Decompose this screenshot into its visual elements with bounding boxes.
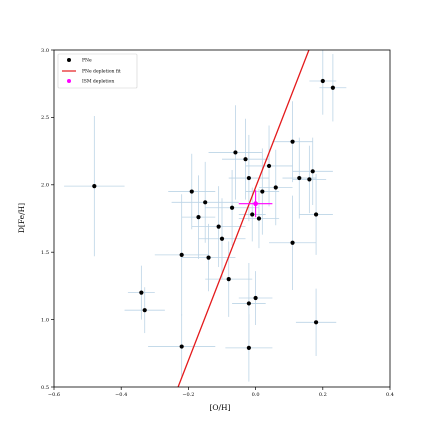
marker-layer	[92, 78, 335, 351]
pne-point-31	[320, 78, 325, 84]
x-tick-label-4: 0.2	[319, 392, 327, 398]
y-tick-label-2: 1.5	[41, 250, 49, 256]
pne-point-5	[189, 189, 194, 194]
pne-point-22	[266, 163, 272, 169]
y-tick-label-3: 2.0	[41, 183, 49, 189]
pne-point-0	[92, 184, 97, 189]
pne-point-7	[203, 200, 208, 205]
pne-point-21	[260, 189, 265, 194]
legend: PNe PNe depletion fit ISM depletion	[57, 53, 138, 89]
pne-point-1	[139, 290, 144, 295]
pne-point-6	[196, 215, 201, 220]
x-tick-label-0: −0.6	[48, 392, 60, 398]
pne-point-4	[179, 344, 184, 349]
y-tick-label-5: 3.0	[41, 48, 49, 54]
pne-point-14	[243, 157, 248, 162]
x-tick-label-1: −0.4	[115, 392, 127, 398]
pne-point-29	[313, 212, 319, 217]
pne-point-16	[246, 301, 251, 306]
axes-frame	[53, 49, 391, 388]
pne-point-15	[246, 175, 251, 181]
y-tick-label-4: 2.5	[41, 115, 49, 121]
x-tick-layer: −0.6 −0.4 −0.2 0.0 0.2 0.4	[48, 387, 394, 398]
pne-point-9	[216, 224, 221, 229]
legend-pne-marker	[67, 58, 71, 62]
x-tick-label-3: 0.0	[252, 392, 260, 398]
pne-point-24	[290, 139, 295, 144]
pne-point-26	[297, 175, 302, 181]
pne-point-30	[313, 320, 319, 325]
legend-pne-label: PNe	[82, 58, 92, 64]
pne-point-28	[310, 169, 315, 174]
pne-point-10	[219, 236, 225, 241]
pne-point-13	[233, 150, 238, 155]
legend-box	[57, 53, 138, 89]
pne-point-17	[246, 345, 251, 351]
x-tick-label-5: 0.4	[386, 392, 394, 398]
pne-point-25	[290, 240, 295, 245]
y-tick-layer: 0.5 1.0 1.5 2.0 2.5 3.0	[41, 48, 54, 391]
pne-point-20	[256, 216, 262, 221]
y-axis-label: D[Fe/H]	[17, 203, 26, 233]
pne-point-2	[142, 308, 147, 313]
pne-point-3	[179, 252, 184, 257]
pne-point-19	[253, 295, 258, 301]
pne-point-27	[307, 177, 312, 182]
pne-point-32	[330, 85, 335, 90]
x-axis-label: [O/H]	[209, 403, 230, 412]
pne-point-23	[273, 185, 278, 190]
pne-point-11	[226, 277, 231, 282]
x-tick-label-2: −0.2	[182, 392, 194, 398]
pne-point-18	[250, 212, 255, 217]
ism-point-0	[253, 201, 258, 207]
y-tick-label-0: 0.5	[41, 385, 49, 391]
y-tick-label-1: 1.0	[41, 317, 49, 323]
legend-ism-label: ISM depletion	[82, 79, 114, 85]
legend-fit-label: PNe depletion fit	[82, 69, 121, 75]
legend-ism-marker	[67, 79, 71, 83]
pne-point-12	[229, 205, 235, 210]
axes-frame-layer	[53, 49, 391, 388]
errorbar-layer	[64, 50, 347, 382]
fit-line-layer	[177, 50, 310, 387]
depletion-fit-line	[177, 50, 310, 387]
pne-point-8	[206, 255, 211, 260]
